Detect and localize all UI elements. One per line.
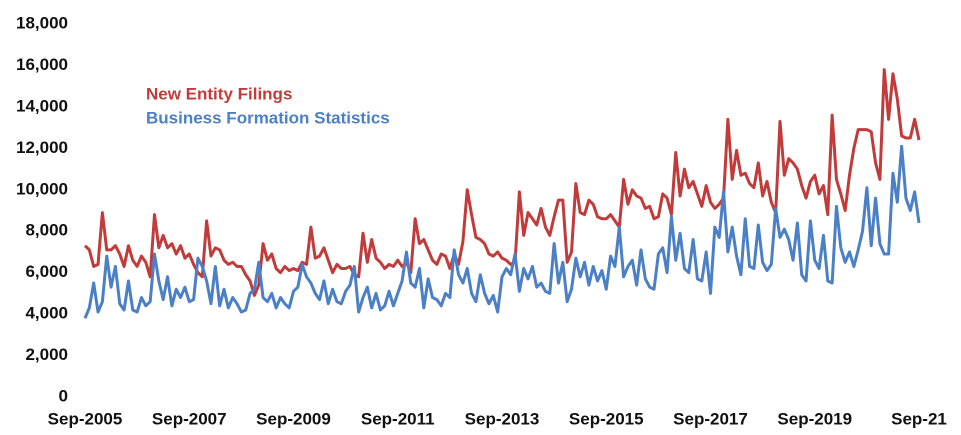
legend-label: New Entity Filings [146, 84, 292, 103]
x-tick-label: Sep-2007 [152, 409, 227, 428]
x-tick-label: Sep-2017 [673, 409, 748, 428]
series-line [83, 144, 921, 319]
y-tick-label: 18,000 [16, 13, 68, 32]
y-tick-label: 8,000 [25, 221, 68, 240]
x-tick-label: Sep-2015 [569, 409, 644, 428]
x-tick-label: Sep-2009 [256, 409, 331, 428]
y-tick-label: 0 [59, 386, 68, 405]
x-tick-label: Sep-21 [891, 409, 947, 428]
y-tick-label: 4,000 [25, 304, 68, 323]
series-line [83, 68, 921, 297]
y-tick-label: 2,000 [25, 345, 68, 364]
x-tick-label: Sep-2005 [48, 409, 123, 428]
x-tick-label: Sep-2019 [777, 409, 852, 428]
y-tick-label: 16,000 [16, 55, 68, 74]
y-tick-label: 12,000 [16, 138, 68, 157]
y-tick-label: 14,000 [16, 96, 68, 115]
y-tick-label: 10,000 [16, 179, 68, 198]
x-tick-label: Sep-2011 [361, 409, 435, 428]
legend-label: Business Formation Statistics [146, 108, 390, 127]
y-tick-label: 6,000 [25, 262, 68, 281]
x-tick-label: Sep-2013 [465, 409, 540, 428]
